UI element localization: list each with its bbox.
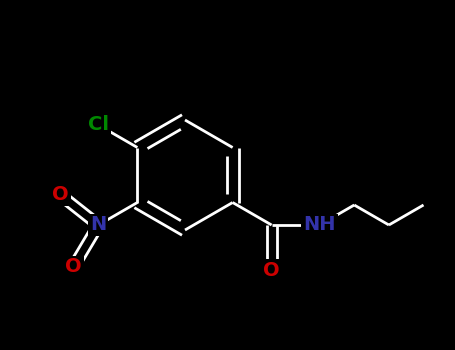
Text: O: O — [52, 186, 69, 204]
Text: N: N — [90, 216, 106, 234]
Text: O: O — [263, 260, 280, 280]
Text: NH: NH — [303, 216, 336, 234]
Text: Cl: Cl — [88, 116, 109, 134]
Text: O: O — [65, 258, 82, 277]
